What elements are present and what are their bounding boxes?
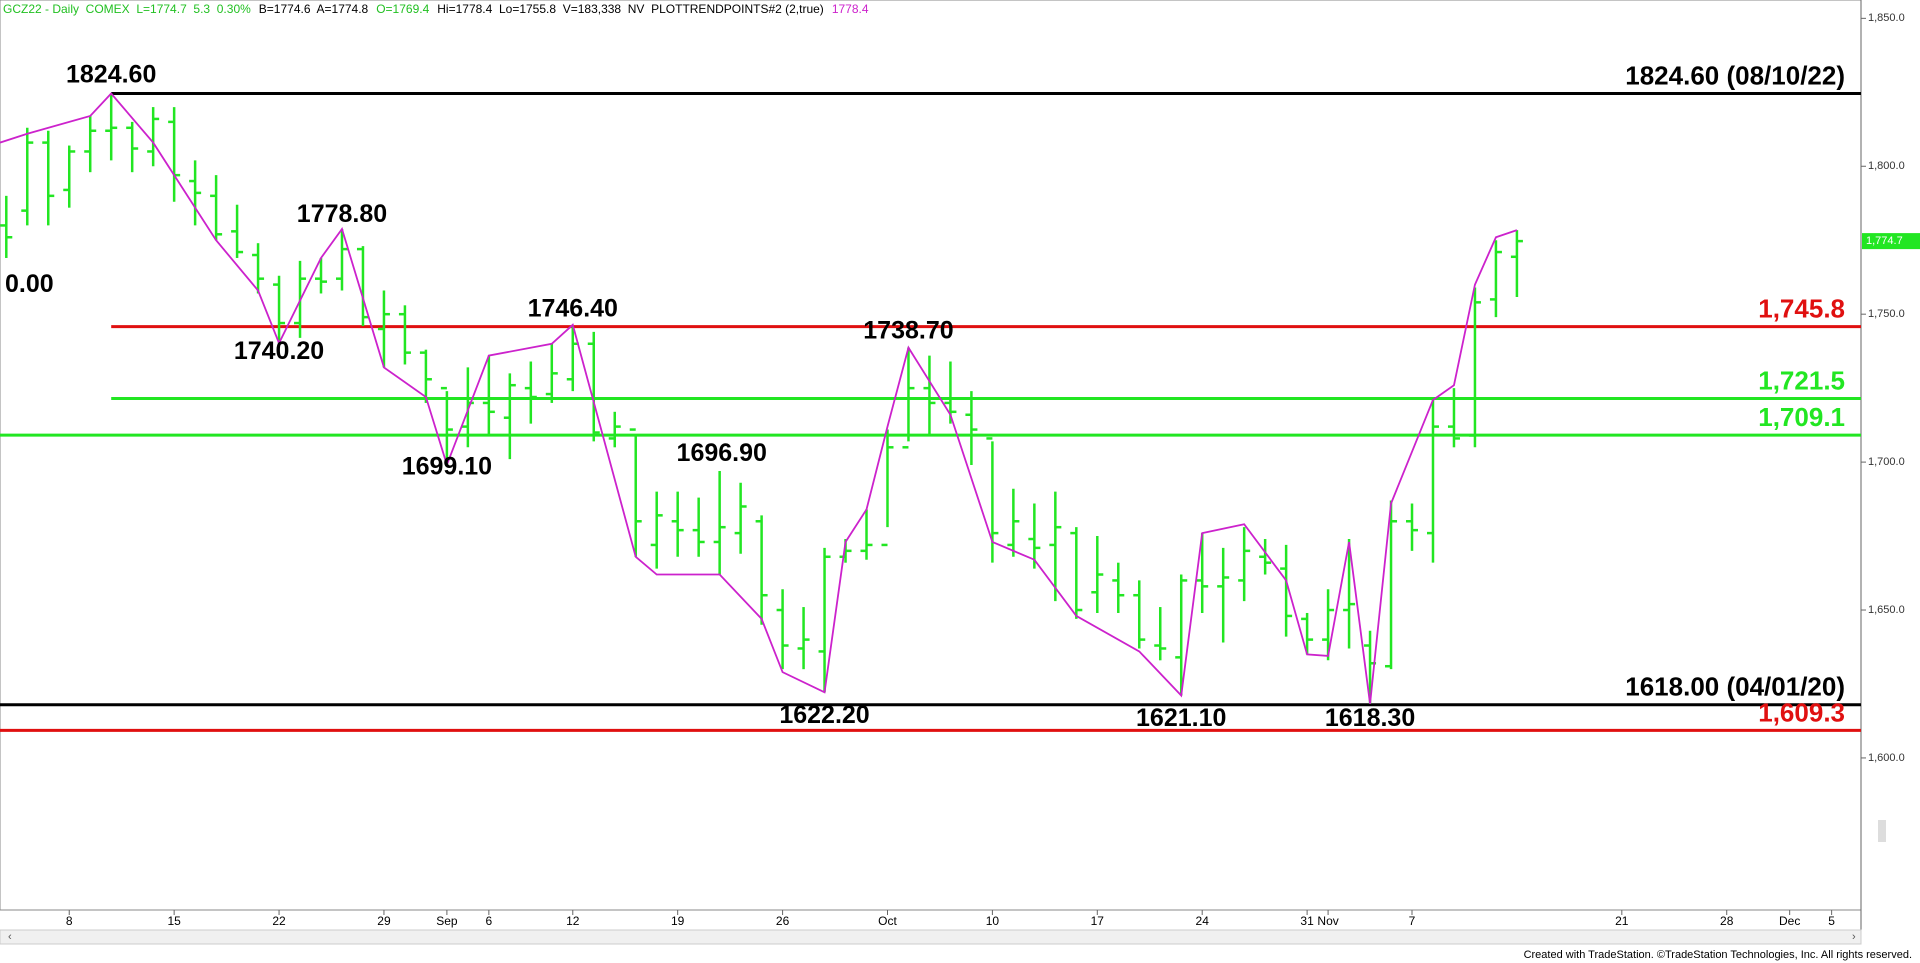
level-label: 1,709.1	[1758, 402, 1845, 432]
pivot-label: 1740.20	[234, 337, 324, 365]
scroll-left[interactable]: ‹	[8, 931, 12, 943]
header: GCZ22 - Daily COMEX L=1774.7 5.3 0.30% B=…	[3, 2, 877, 16]
y-tick-label: 1,850.0	[1868, 12, 1905, 24]
level-label: 1618.00 (04/01/20)	[1625, 672, 1845, 702]
pivot-label: 1621.10	[1136, 704, 1226, 732]
pivot-label: 1824.60	[66, 61, 156, 89]
header-field: 1778.4	[831, 2, 869, 16]
swing-line	[0, 92, 1518, 704]
pivot-label: 1622.20	[779, 701, 869, 729]
y-tick-label: 1,650.0	[1868, 604, 1905, 616]
level-label: 1,609.3	[1758, 697, 1845, 727]
y-tick-label: 1,700.0	[1868, 456, 1905, 468]
pivot-label: 1738.70	[863, 317, 953, 345]
level-label: 1824.60 (08/10/22)	[1625, 60, 1845, 90]
level-label: 1,721.5	[1758, 365, 1845, 395]
x-tick-label: 31	[1300, 914, 1314, 928]
x-tick-label: 24	[1196, 914, 1210, 928]
header-field: O=1769.4	[376, 2, 430, 16]
header-field: B=1774.6 A=1774.8	[258, 2, 369, 16]
x-tick-label: 8	[66, 914, 73, 928]
x-tick-label: 28	[1720, 914, 1734, 928]
x-tick-label: Dec	[1779, 914, 1800, 928]
axis-scroll[interactable]	[1878, 820, 1886, 842]
pivot-label: 1699.10	[402, 453, 492, 481]
x-tick-label: Sep	[436, 914, 458, 928]
x-tick-label: 21	[1615, 914, 1629, 928]
pivot-label: 0.00	[5, 270, 54, 298]
level-label: 1,745.8	[1758, 293, 1845, 323]
y-tick-label: 1,800.0	[1868, 160, 1905, 172]
x-tick-label: Nov	[1317, 914, 1338, 928]
scroll-right[interactable]: ›	[1852, 931, 1856, 943]
plot-area	[0, 0, 1862, 911]
last-price-label: 1,774.7	[1866, 235, 1903, 247]
scrollbar[interactable]	[0, 929, 1862, 945]
pivot-label: 1696.90	[677, 439, 767, 467]
pivot-label: 1746.40	[528, 294, 618, 322]
header-field: Hi=1778.4 Lo=1755.8 V=183,338 NV PLOTTRE…	[437, 2, 824, 16]
x-tick-label: 6	[486, 914, 493, 928]
footer: Created with TradeStation. ©TradeStation…	[1524, 949, 1912, 961]
y-tick-label: 1,750.0	[1868, 308, 1905, 320]
x-tick-label: 15	[167, 914, 181, 928]
pivot-label: 1618.30	[1325, 704, 1415, 732]
x-tick-label: 10	[986, 914, 1000, 928]
x-tick-label: 17	[1091, 914, 1105, 928]
header-field: GCZ22 - Daily COMEX L=1774.7 5.3 0.30%	[3, 2, 251, 16]
y-tick-label: 1,600.0	[1868, 752, 1905, 764]
pivot-label: 1778.80	[297, 200, 387, 228]
x-tick-label: 22	[272, 914, 286, 928]
x-tick-label: 5	[1828, 914, 1835, 928]
x-tick-label: 19	[671, 914, 685, 928]
x-tick-label: 26	[776, 914, 790, 928]
x-tick-label: 7	[1409, 914, 1416, 928]
x-tick-label: 29	[377, 914, 391, 928]
x-tick-label: 12	[566, 914, 580, 928]
x-tick-label: Oct	[878, 914, 897, 928]
last-price-tag	[1862, 233, 1920, 250]
